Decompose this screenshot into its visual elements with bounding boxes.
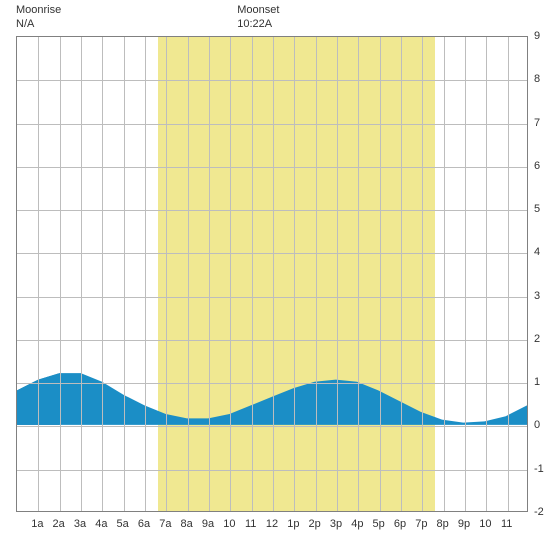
x-tick-label: 11 [245,518,256,530]
tide-curve [17,37,527,511]
grid-line-v [273,37,274,511]
y-tick-label: -1 [534,463,544,475]
y-tick-label: 1 [534,376,540,388]
x-tick-label: 12 [266,518,278,530]
moonset-title: Moonset [237,4,279,18]
grid-line-v [38,37,39,511]
grid-line-v [380,37,381,511]
y-tick-label: 0 [534,419,540,431]
grid-line-v [230,37,231,511]
grid-line-v [209,37,210,511]
grid-line-h [17,470,527,471]
x-tick-label: 9a [202,518,214,530]
y-tick-label: 2 [534,333,540,345]
grid-line-v [81,37,82,511]
grid-line-v [166,37,167,511]
moonset-label: Moonset 10:22A [237,4,279,32]
grid-line-v [401,37,402,511]
grid-line-v [252,37,253,511]
moonset-value: 10:22A [237,18,279,32]
grid-line-v [337,37,338,511]
x-tick-label: 7a [159,518,171,530]
y-tick-label: 9 [534,30,540,42]
y-tick-label: -2 [534,506,544,518]
x-tick-label: 7p [415,518,427,530]
tide-chart: Moonrise N/A Moonset 10:22A 1a 2a 3a 4a 5a 6a… [0,0,550,550]
grid-line-h [17,167,527,168]
grid-line-v [316,37,317,511]
y-tick-label: 7 [534,117,540,129]
grid-line-v [508,37,509,511]
y-tick-label: 3 [534,290,540,302]
grid-line-h [17,253,527,254]
x-tick-label: 10 [479,518,491,530]
grid-line-v [60,37,61,511]
x-tick-label: 2p [309,518,321,530]
grid-line-h [17,383,527,384]
grid-line-h [17,80,527,81]
x-tick-label: 8a [181,518,193,530]
grid-line-v [145,37,146,511]
y-tick-label: 5 [534,203,540,215]
x-tick-label: 4p [351,518,363,530]
grid-line-v [102,37,103,511]
tide-area-main [17,373,527,425]
grid-line-v [486,37,487,511]
grid-line-h [17,124,527,125]
moonrise-label: Moonrise N/A [16,4,61,32]
grid-line-v [465,37,466,511]
x-tick-label: 3p [330,518,342,530]
y-tick-label: 8 [534,73,540,85]
grid-line-v [188,37,189,511]
x-tick-label: 11 [501,518,512,530]
x-tick-label: 3a [74,518,86,530]
moonrise-title: Moonrise [16,4,61,18]
x-tick-label: 9p [458,518,470,530]
grid-line-v [358,37,359,511]
x-tick-label: 2a [53,518,65,530]
x-tick-label: 10 [223,518,235,530]
grid-line-h [17,297,527,298]
moonrise-value: N/A [16,18,61,32]
x-tick-label: 4a [95,518,107,530]
x-tick-label: 5p [373,518,385,530]
grid-line-v [124,37,125,511]
plot-area [16,36,528,512]
grid-line-h [17,340,527,341]
x-tick-label: 1a [31,518,43,530]
x-tick-label: 5a [117,518,129,530]
grid-line-v [294,37,295,511]
x-tick-label: 1p [287,518,299,530]
grid-line-v [444,37,445,511]
x-tick-label: 8p [437,518,449,530]
x-tick-label: 6p [394,518,406,530]
y-tick-label: 4 [534,246,540,258]
y-tick-label: 6 [534,160,540,172]
grid-line-v [422,37,423,511]
grid-line-h [17,426,527,427]
x-tick-label: 6a [138,518,150,530]
grid-line-h [17,210,527,211]
